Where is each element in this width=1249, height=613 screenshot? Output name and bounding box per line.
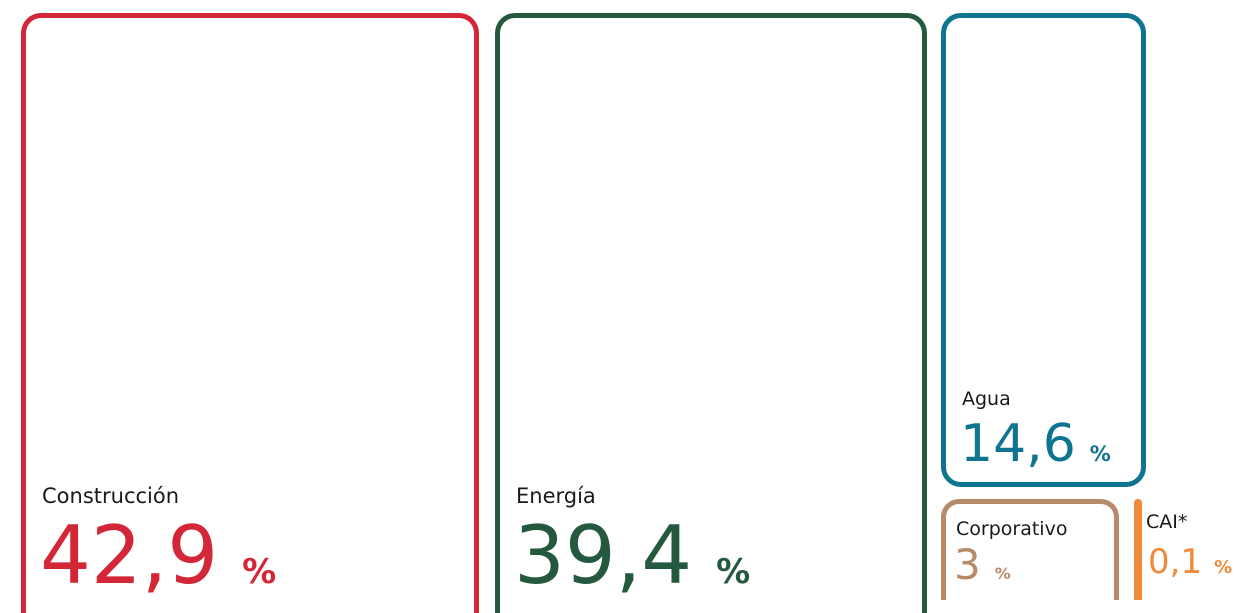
tile-corporativo: Corporativo 3%: [941, 499, 1119, 600]
tile-label: Energía: [516, 484, 596, 508]
tile-value-number: 39,4: [514, 509, 693, 602]
tile-value-unit: %: [1214, 557, 1233, 578]
tile-value: 3%: [954, 544, 1011, 586]
tile-value: 14,6%: [960, 418, 1111, 470]
tile-value-unit: %: [1089, 442, 1111, 466]
tile-value-number: 0,1: [1148, 542, 1203, 582]
tile-value-unit: %: [994, 564, 1011, 583]
tile-value-unit: %: [716, 552, 751, 592]
tile-value: 39,4%: [514, 516, 750, 596]
tile-value-number: 14,6: [960, 414, 1076, 474]
tile-value: 0,1%: [1148, 545, 1232, 579]
tile-value: 42,9%: [40, 516, 276, 596]
tile-label: Agua: [962, 388, 1011, 410]
tile-label: Construcción: [42, 484, 180, 508]
tile-agua: Agua 14,6%: [941, 13, 1146, 487]
tile-bar: [1134, 499, 1142, 600]
tile-construccion: Construcción 42,9%: [21, 13, 479, 613]
tile-value-unit: %: [242, 552, 277, 592]
tile-energia: Energía 39,4%: [495, 13, 927, 613]
tile-value-number: 42,9: [40, 509, 219, 602]
tile-label: Corporativo: [956, 518, 1068, 540]
tile-label: CAI*: [1146, 511, 1188, 533]
tile-cai: CAI* 0,1%: [1134, 499, 1249, 600]
tile-value-number: 3: [954, 540, 981, 589]
